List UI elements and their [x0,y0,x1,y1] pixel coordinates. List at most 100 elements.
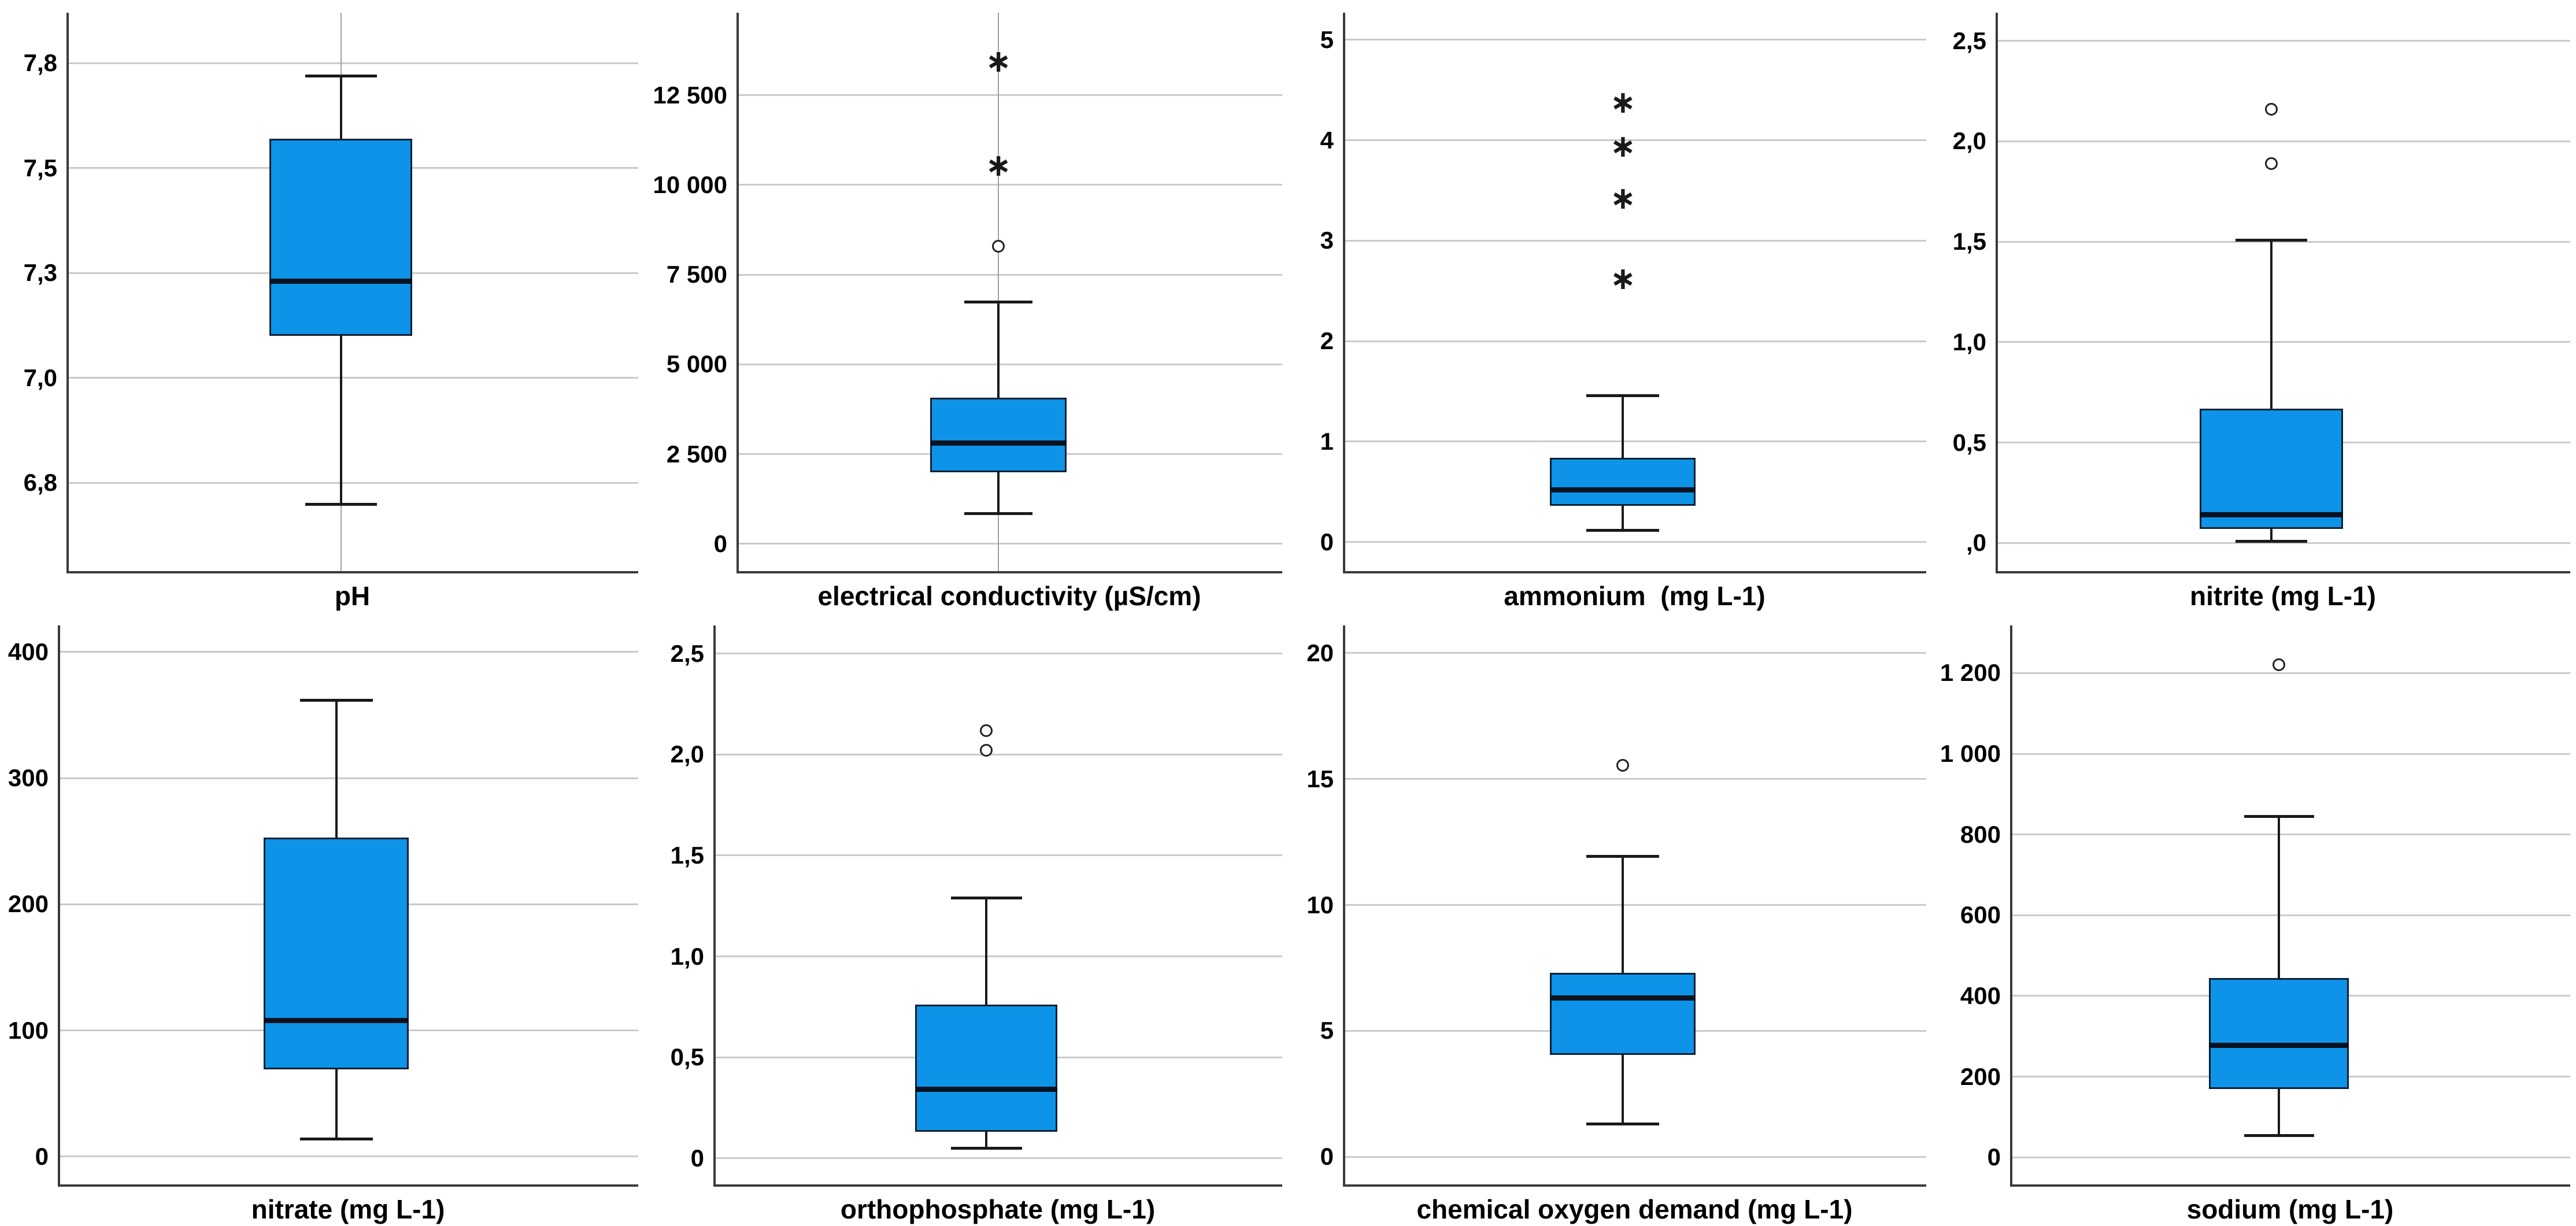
y-tick-label: 2,0 [1952,127,1986,155]
y-gridline [1996,542,2570,544]
x-axis-label: pH [334,581,371,611]
y-gridline [1343,139,1926,142]
whisker-cap-upper [964,301,1033,304]
x-axis-label: electrical conductivity (µS/cm) [817,581,1201,611]
median-line [1550,487,1696,492]
median-line [2199,512,2344,518]
y-tick-label: 1,0 [1952,328,1986,355]
whisker-cap-upper [2235,238,2308,242]
outlier-asterisk: ∗ [1609,84,1636,120]
y-gridline [1996,140,2570,142]
iqr-box [2199,408,2344,529]
iqr-box [269,138,413,336]
y-tick-label: 400 [8,638,49,665]
x-axis-line [58,1184,638,1187]
y-tick-label: 12 500 [653,81,727,109]
x-axis-line [1996,571,2570,573]
y-tick-label: 0 [1320,528,1334,555]
x-axis-line [2010,1184,2570,1187]
y-tick-label: 1 000 [1940,740,2001,768]
y-gridline [1996,40,2570,42]
whisker-cap-lower [1586,1123,1660,1126]
y-tick-label: 1 200 [1940,659,2001,687]
y-gridline [1343,440,1926,443]
median-line [264,1017,409,1023]
whisker-cap-lower [300,1138,373,1141]
y-gridline [2010,914,2570,916]
x-axis-label: orthophosphate (mg L-1) [840,1194,1156,1224]
y-tick-label: 7 500 [666,261,727,288]
chart-panel-4: 2,5 2,0 1,5 1,0 0,5 ,0 nitrite (mg L-1) [1932,0,2576,613]
y-gridline [1996,240,2570,243]
y-tick-label: 4 [1320,126,1334,154]
outlier-asterisk: ∗ [1609,181,1636,216]
y-gridline [713,753,1282,755]
y-gridline [1343,904,1926,906]
iqr-box [930,398,1067,472]
chart-panel-2: 12 500 10 000 7 500 5 000 2 500 0 ∗ ∗ electrical… [644,0,1288,613]
median-line [269,279,413,284]
y-tick-label: 300 [8,764,49,792]
y-axis-line [713,625,716,1187]
x-axis-line [66,571,638,573]
y-gridline [736,94,1282,97]
y-gridline [66,62,638,64]
x-axis-line [713,1184,1282,1187]
x-axis-label: sodium (mg L-1) [2186,1194,2394,1224]
y-gridline [58,1155,638,1158]
whisker-cap-upper [1586,854,1660,858]
y-tick-label: ,0 [1966,529,1986,557]
y-tick-label: 2 500 [666,440,727,468]
x-axis-label: nitrate (mg L-1) [251,1194,445,1224]
whisker-cap-upper [1586,394,1660,397]
y-tick-label: 2 [1320,327,1334,355]
iqr-box [1550,973,1696,1055]
median-line [2208,1042,2349,1048]
y-tick-label: 20 [1306,639,1334,666]
y-tick-label: 5 [1320,1017,1334,1044]
whisker-cap-lower [2235,539,2308,543]
y-tick-label: 1,5 [1952,228,1986,255]
outlier-circle [2265,102,2278,116]
y-tick-label: 600 [1960,901,2001,929]
outlier-circle [2272,658,2286,672]
y-tick-label: 200 [1960,1062,2001,1090]
chart-panel-1: 7,8 7,5 7,3 7,0 6,8 pH [0,0,644,613]
y-gridline [2010,834,2570,836]
category-center-line [998,13,1000,571]
iqr-box [915,1005,1058,1132]
whisker-cap-lower [950,1147,1022,1150]
y-tick-label: 2,5 [1952,27,1986,54]
y-tick-label: 0,5 [1952,428,1986,456]
y-tick-label: 2,0 [670,740,704,768]
chart-panel-7: 20 15 10 5 0 chemical oxygen demand (mg L-1) [1288,613,1932,1226]
y-gridline [736,543,1282,545]
y-tick-label: 7,3 [23,259,57,287]
y-tick-label: 5 [1320,25,1334,53]
whisker-cap-lower [964,512,1033,516]
y-gridline [1343,778,1926,780]
y-tick-label: 3 [1320,227,1334,254]
x-axis-label: chemical oxygen demand (mg L-1) [1416,1194,1853,1224]
y-axis-line [1343,625,1345,1187]
y-gridline [1996,341,2570,343]
y-tick-label: 1,0 [670,942,704,970]
x-axis-label: ammonium (mg L-1) [1504,581,1766,611]
y-tick-label: 0 [690,1144,704,1172]
y-tick-label: 400 [1960,981,2001,1009]
y-gridline [58,777,638,779]
x-axis-line [1343,571,1926,573]
whisker-cap-upper [950,897,1022,900]
y-gridline [2010,1156,2570,1158]
median-line [930,440,1067,446]
median-line [1550,995,1696,1001]
y-gridline [1343,1155,1926,1158]
y-tick-label: 1 [1320,427,1334,455]
y-gridline [1343,340,1926,342]
median-line [915,1087,1058,1092]
y-gridline [58,651,638,653]
y-tick-label: 6,8 [23,469,57,497]
x-axis-line [736,571,1282,573]
y-gridline [2010,672,2570,674]
